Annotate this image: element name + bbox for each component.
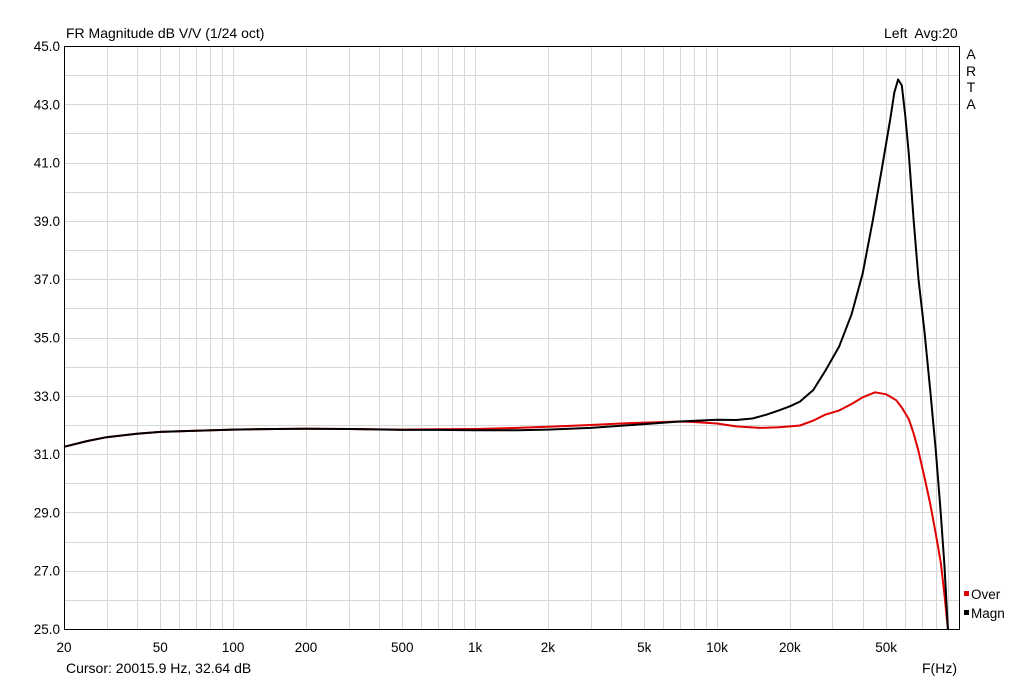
x-axis: 20 50 100 200 500 1k 2k 5k 10k 20k 50k — [56, 640, 897, 655]
y-tick-label: 31.0 — [34, 447, 60, 462]
series-line-magn — [63, 78, 949, 630]
y-tick-label: 41.0 — [34, 156, 60, 171]
y-tick-label: 33.0 — [34, 389, 60, 404]
cursor-readout: Cursor: 20015.9 Hz, 32.64 dB — [66, 660, 252, 676]
grid — [64, 46, 959, 629]
legend: Over Magn — [964, 587, 1005, 621]
x-tick-label: 20 — [56, 640, 71, 655]
x-tick-label: 100 — [222, 640, 245, 655]
arta-logo: A R T A — [966, 46, 976, 112]
x-tick-label: 50k — [875, 640, 897, 655]
y-tick-label: 37.0 — [34, 272, 60, 287]
legend-swatch-magn — [964, 610, 969, 615]
x-tick-label: 20k — [779, 640, 801, 655]
x-tick-label: 2k — [541, 640, 556, 655]
y-tick-label: 29.0 — [34, 505, 60, 520]
x-tick-label: 500 — [391, 640, 414, 655]
arta-letter: T — [966, 79, 976, 95]
y-tick-label: 45.0 — [34, 39, 60, 54]
y-tick-label: 35.0 — [34, 331, 60, 346]
legend-swatch-over — [964, 591, 969, 596]
y-tick-label: 25.0 — [34, 622, 60, 637]
x-axis-unit-label: F(Hz) — [922, 660, 957, 676]
legend-label-magn: Magn — [971, 606, 1005, 621]
chart-header-title: FR Magnitude dB V/V (1/24 oct) — [66, 25, 265, 41]
x-tick-label: 1k — [468, 640, 483, 655]
plot-frame — [64, 46, 960, 630]
x-tick-label: 200 — [295, 640, 318, 655]
legend-label-over: Over — [971, 587, 1001, 602]
arta-letter: R — [966, 62, 977, 79]
y-axis: 25.0 27.0 29.0 31.0 33.0 35.0 37.0 39.0 41.0 43.0… — [34, 39, 60, 637]
y-tick-label: 39.0 — [34, 214, 60, 229]
series-group — [63, 78, 949, 630]
x-tick-label: 5k — [637, 640, 652, 655]
x-tick-label: 50 — [153, 640, 168, 655]
x-tick-label: 10k — [706, 640, 728, 655]
y-tick-label: 27.0 — [34, 564, 60, 579]
y-tick-label: 43.0 — [34, 97, 60, 112]
arta-letter: A — [966, 95, 976, 112]
arta-letter: A — [966, 46, 976, 62]
chart-header-right: Left Avg:20 — [884, 25, 958, 41]
